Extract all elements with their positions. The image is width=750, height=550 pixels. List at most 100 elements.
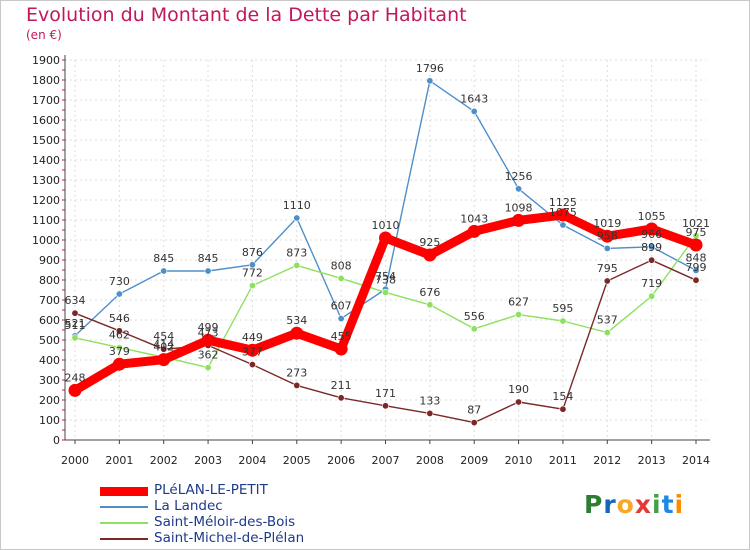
data-point-1 xyxy=(470,107,478,115)
data-label: 273 xyxy=(286,366,307,379)
data-point-3 xyxy=(337,394,345,402)
data-point-1 xyxy=(559,221,567,229)
data-point-3 xyxy=(293,381,301,389)
data-point-3 xyxy=(515,398,523,406)
proxiti-logo: Proxiti xyxy=(584,490,684,519)
data-point-0 xyxy=(600,229,614,243)
data-label: 1075 xyxy=(549,206,577,219)
data-label: 799 xyxy=(686,261,707,274)
data-label: 511 xyxy=(65,319,86,332)
data-point-0 xyxy=(290,326,304,340)
data-label: 772 xyxy=(242,267,263,280)
data-point-0 xyxy=(423,248,437,262)
data-label: 1125 xyxy=(549,196,577,209)
data-label: 362 xyxy=(198,349,219,362)
x-tick-label: 2009 xyxy=(460,454,488,467)
x-tick-label: 2012 xyxy=(593,454,621,467)
data-label: 377 xyxy=(242,346,263,359)
data-label: 473 xyxy=(198,326,219,339)
y-tick-label: 1200 xyxy=(32,194,60,207)
data-point-2 xyxy=(71,334,79,342)
data-label: 848 xyxy=(686,251,707,264)
data-point-3 xyxy=(603,277,611,285)
y-tick-label: 700 xyxy=(39,294,60,307)
y-tick-label: 500 xyxy=(39,334,60,347)
data-label: 402 xyxy=(153,341,174,354)
data-point-3 xyxy=(692,276,700,284)
data-label: 1043 xyxy=(460,212,488,225)
data-point-2 xyxy=(559,317,567,325)
legend-swatch xyxy=(100,522,148,524)
data-point-1 xyxy=(115,290,123,298)
y-tick-label: 1400 xyxy=(32,154,60,167)
data-label: 808 xyxy=(331,259,352,272)
data-label: 958 xyxy=(597,229,618,242)
data-label: 534 xyxy=(286,314,307,327)
data-point-1 xyxy=(248,261,256,269)
data-label: 1010 xyxy=(372,219,400,232)
data-label: 754 xyxy=(375,270,396,283)
brand-letter: i xyxy=(652,490,662,519)
data-point-0 xyxy=(334,342,348,356)
x-tick-label: 2002 xyxy=(150,454,178,467)
data-point-1 xyxy=(648,243,656,251)
data-point-2 xyxy=(337,274,345,282)
data-label: 1110 xyxy=(283,199,311,212)
x-tick-label: 2014 xyxy=(682,454,710,467)
data-label: 627 xyxy=(508,296,529,309)
data-label: 975 xyxy=(686,226,707,239)
data-label: 1643 xyxy=(460,92,488,105)
data-label: 1098 xyxy=(505,201,533,214)
data-label: 455 xyxy=(331,330,352,343)
data-point-0 xyxy=(379,231,392,245)
data-point-1 xyxy=(160,267,168,275)
data-point-2 xyxy=(381,288,389,296)
data-label: 379 xyxy=(109,345,130,358)
legend-swatch xyxy=(100,506,148,508)
data-point-3 xyxy=(381,402,389,410)
data-point-1 xyxy=(426,77,434,85)
data-point-2 xyxy=(293,261,301,269)
data-point-1 xyxy=(204,267,212,275)
data-label: 1796 xyxy=(416,62,444,75)
data-point-2 xyxy=(248,282,256,290)
data-label: 873 xyxy=(286,246,307,259)
data-label: 190 xyxy=(508,383,529,396)
y-tick-label: 1900 xyxy=(32,54,60,67)
data-label: 454 xyxy=(153,330,174,343)
y-tick-label: 900 xyxy=(39,254,60,267)
data-label: 546 xyxy=(109,312,130,325)
data-label: 1021 xyxy=(682,217,710,230)
data-point-2 xyxy=(426,301,434,309)
data-label: 521 xyxy=(65,317,86,330)
y-tick-label: 800 xyxy=(39,274,60,287)
data-label: 719 xyxy=(641,277,662,290)
data-label: 414 xyxy=(153,338,174,351)
data-point-3 xyxy=(470,419,478,427)
data-label: 634 xyxy=(65,294,86,307)
brand-letter: r xyxy=(603,490,617,519)
data-label: 730 xyxy=(109,275,130,288)
data-point-2 xyxy=(515,311,523,319)
data-point-1 xyxy=(692,266,700,274)
data-label: 537 xyxy=(597,314,618,327)
data-label: 133 xyxy=(419,394,440,407)
x-tick-label: 2007 xyxy=(372,454,400,467)
data-label: 1256 xyxy=(505,170,533,183)
brand-letter: t xyxy=(661,490,675,519)
series-line-1 xyxy=(74,80,697,337)
x-tick-label: 2006 xyxy=(327,454,355,467)
legend-label: Saint-Michel-de-Plélan xyxy=(154,530,305,546)
data-point-3 xyxy=(115,327,123,335)
data-label: 595 xyxy=(552,302,573,315)
legend-swatch xyxy=(100,538,148,540)
data-label: 925 xyxy=(419,236,440,249)
data-point-0 xyxy=(245,343,259,357)
data-point-0 xyxy=(512,213,526,227)
y-tick-label: 1600 xyxy=(32,114,60,127)
y-tick-label: 1100 xyxy=(32,214,60,227)
legend-label: PLéLAN-LE-PETIT xyxy=(154,482,268,498)
data-point-1 xyxy=(603,244,611,252)
y-tick-label: 100 xyxy=(39,414,60,427)
legend-label: Saint-Méloir-des-Bois xyxy=(154,514,296,530)
